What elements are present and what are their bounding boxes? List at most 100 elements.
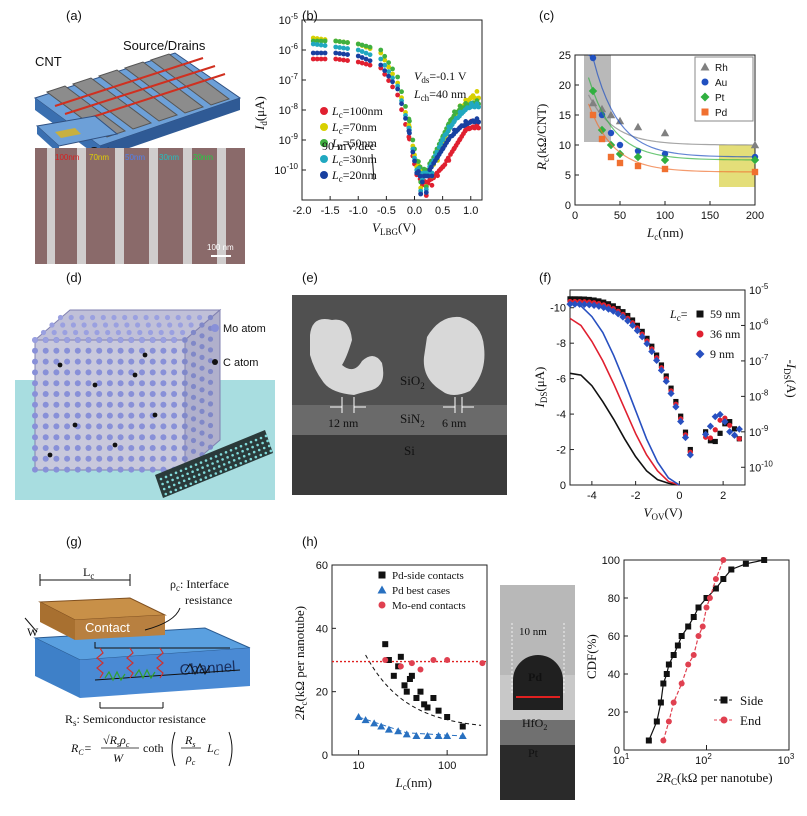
mo-atom [42, 347, 49, 354]
data-point [476, 125, 482, 131]
mo-atom [199, 408, 205, 414]
cdf-line [662, 559, 724, 741]
mo-atom [64, 423, 71, 430]
plot-frame [331, 564, 488, 756]
mo-atom [199, 322, 205, 328]
mo-atom [85, 391, 92, 397]
legend-marker [720, 696, 728, 704]
formula-rc-sub: C [78, 748, 84, 757]
y2-tick-label: 10-6 [749, 317, 769, 332]
legend-marker [320, 107, 328, 115]
data-point [736, 436, 742, 442]
data-point [382, 657, 389, 663]
mo-atom [64, 401, 71, 408]
cnt-atom [162, 487, 166, 491]
data-point [572, 296, 578, 302]
legend-label: Lc=70nm [331, 120, 377, 136]
data-point [318, 42, 324, 48]
data-point [314, 38, 320, 44]
mo-atom [171, 347, 178, 354]
data-point [367, 52, 373, 58]
y2-tick-label: 10-9 [749, 424, 769, 439]
y-tick-label: 10 [559, 140, 571, 152]
legend-label: Lc=20nm [331, 168, 377, 184]
y-axis-label: IDS(μA) [532, 367, 549, 409]
mo-atom [143, 314, 149, 321]
x-tick-label: -0.5 [377, 205, 396, 217]
svg-text:ρc: ρc [185, 751, 196, 767]
legend-marker [696, 330, 704, 338]
mo-atom [128, 412, 135, 419]
mo-atom [128, 369, 135, 376]
data-point [440, 164, 446, 170]
mo-atom [90, 314, 96, 321]
data-point [430, 695, 437, 701]
data-point [629, 317, 636, 323]
cnt-atom [164, 475, 168, 479]
cnt-atom [232, 459, 236, 462]
legend-label: Mo-end contacts [392, 600, 466, 612]
y-tick-label: 20 [316, 687, 328, 699]
c-atom [152, 412, 158, 418]
y-tick-label: -10 [550, 303, 566, 315]
y-tick-label: 5 [565, 170, 571, 182]
mo-atom [96, 423, 103, 430]
data-point [399, 101, 404, 107]
cnt-atom [201, 466, 204, 469]
annot-vds: Vds=-0.1 V [414, 69, 467, 85]
data-point [607, 129, 615, 137]
data-point [462, 128, 468, 134]
c-atom [57, 362, 63, 368]
mo-atom [190, 448, 197, 454]
cnt-atom [171, 478, 174, 482]
mo-atom [135, 322, 141, 328]
legend-marker [695, 349, 705, 359]
data-point [577, 296, 583, 302]
cnt-atom [247, 452, 251, 456]
data-point [678, 413, 684, 419]
data-point [423, 179, 429, 185]
mo-atom [145, 322, 151, 328]
mo-atom [96, 434, 103, 441]
data-point [472, 125, 478, 131]
data-point [654, 352, 660, 358]
legend-label: Pd [715, 108, 727, 119]
mo-atom [74, 369, 81, 376]
mo-atom [207, 412, 214, 418]
data-point [397, 663, 404, 670]
cnt-atom [251, 445, 254, 449]
mo-atom [171, 369, 178, 376]
lc-sub: c [90, 571, 94, 581]
svg-text:RC=: RC= [70, 741, 92, 757]
formula-den: W [113, 751, 124, 765]
cnt-atom [184, 484, 188, 488]
w-label: W [27, 625, 39, 639]
mo-atom [139, 423, 145, 430]
mo-atom [106, 423, 113, 430]
series-0 [310, 56, 482, 198]
mo-atom [171, 445, 178, 451]
data-point [699, 623, 706, 630]
mo-atom [190, 340, 197, 346]
cnt-atom [269, 449, 273, 453]
cnt-atom [214, 455, 218, 458]
mo-atom [85, 412, 92, 419]
mo-atom [160, 391, 167, 397]
mo-atom [160, 401, 167, 408]
data-point [585, 301, 593, 309]
mo-atom [177, 322, 183, 328]
mo-atom [182, 456, 188, 462]
mo-atom [57, 314, 64, 321]
mo-atom [128, 423, 135, 430]
data-point [721, 418, 729, 426]
svg-text:Rs: Rs [184, 733, 195, 749]
legend-marker [320, 155, 328, 163]
data-point [341, 45, 347, 51]
panel-label-h: (h) [302, 534, 318, 549]
mo-atom [96, 412, 103, 419]
mo-atom [207, 347, 214, 353]
cnt-atom [204, 476, 208, 479]
data-point [750, 155, 760, 165]
data-point [359, 42, 365, 48]
mo-atom [182, 402, 188, 408]
